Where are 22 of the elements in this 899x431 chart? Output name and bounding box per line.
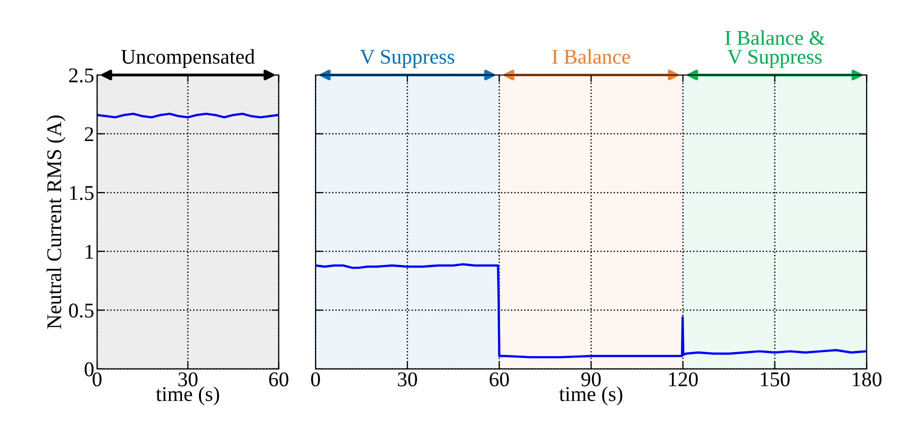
- y-tick-label: 0.5: [69, 304, 94, 318]
- y-axis-title: Neutral Current RMS (A): [46, 116, 66, 329]
- y-tick-label: 2.5: [69, 68, 94, 83]
- x-tick-label: 60: [490, 372, 509, 386]
- y-tick-label: 0: [84, 362, 94, 376]
- band-label: I Balance: [552, 49, 630, 64]
- x-tick-label: 180: [852, 372, 882, 386]
- x-tick-label: 30: [178, 372, 198, 386]
- x-tick-label: 60: [269, 372, 288, 386]
- x-axis-title: time (s): [559, 386, 622, 406]
- x-tick-label: 30: [398, 372, 418, 386]
- y-tick-label: 1: [86, 244, 94, 259]
- x-tick-label: 150: [760, 372, 790, 386]
- x-tick-label: 120: [669, 372, 698, 386]
- y-tick-label: 1.5: [70, 186, 94, 200]
- x-axis-title: time (s): [156, 386, 220, 406]
- y-tick-label: 2: [84, 127, 94, 142]
- x-tick-label: 0: [311, 372, 320, 386]
- band-label: I Balance & V Suppress: [725, 30, 825, 68]
- band-label: V Suppress: [360, 50, 454, 68]
- x-tick-label: 90: [581, 372, 601, 386]
- band-label: Uncompensated: [121, 49, 255, 68]
